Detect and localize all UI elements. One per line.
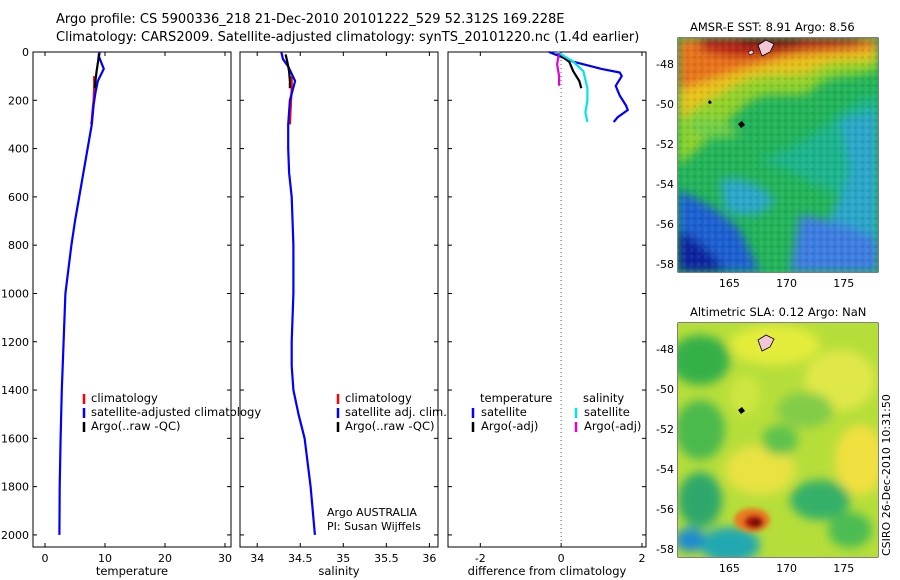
series-line — [280, 51, 316, 535]
x-tick-label: 2 — [638, 552, 645, 565]
legend-column-header: salinity — [583, 391, 624, 405]
map-y-tick-label: -56 — [656, 218, 674, 231]
x-axis-label: salinity — [318, 564, 359, 578]
map-x-tick-label: 175 — [833, 562, 854, 575]
x-tick-label: 0 — [42, 552, 49, 565]
legend-label: Argo(..raw -QC) — [345, 419, 435, 433]
y-tick-label: 600 — [8, 191, 29, 204]
y-tick-label: 1000 — [1, 287, 29, 300]
x-tick-label: 0 — [558, 552, 565, 565]
legend-label: Argo(-adj) — [584, 419, 641, 433]
x-tick-label: 10 — [98, 552, 112, 565]
map-y-tick-label: -52 — [656, 138, 674, 151]
y-tick-label: 800 — [8, 239, 29, 252]
map-x-tick-label: 175 — [833, 277, 854, 290]
argo-program-annotation: PI: Susan Wijffels — [327, 520, 421, 533]
map-x-tick-label: 170 — [776, 277, 797, 290]
y-tick-label: 1400 — [1, 384, 29, 397]
sst-map-title: AMSR-E SST: 8.91 Argo: 8.56 — [690, 20, 855, 34]
series-line — [284, 54, 291, 89]
argo-program-annotation: Argo AUSTRALIA — [327, 506, 417, 519]
map-x-tick-label: 165 — [719, 277, 740, 290]
x-tick-label: 35 — [336, 552, 350, 565]
map-y-tick-label: -54 — [656, 178, 674, 191]
legend-label: climatology — [345, 391, 412, 405]
x-tick-label: -2 — [475, 552, 486, 565]
x-tick-label: 34.5 — [288, 552, 313, 565]
legend-label: Argo(-adj) — [481, 419, 538, 433]
x-tick-label: 30 — [218, 552, 232, 565]
series-line — [556, 52, 583, 89]
series-line — [548, 50, 629, 123]
series-line — [58, 51, 105, 535]
y-tick-label: 0 — [22, 46, 29, 59]
csiro-timestamp: CSIRO 26-Dec-2010 10:31:50 — [880, 394, 893, 556]
map-y-tick-label: -58 — [656, 543, 674, 556]
series-line — [93, 53, 101, 89]
legend-label: Argo(..raw -QC) — [91, 419, 181, 433]
sla-map-title: Altimetric SLA: 0.12 Argo: NaN — [690, 305, 867, 319]
y-tick-label: 200 — [8, 94, 29, 107]
map-y-tick-label: -54 — [656, 463, 674, 476]
plot-frame-1 — [32, 51, 232, 548]
legend-label: satellite-adjusted climatology — [91, 405, 261, 419]
map-y-tick-label: -50 — [656, 98, 674, 111]
x-axis-label: temperature — [96, 564, 168, 578]
y-tick-label: 1800 — [1, 481, 29, 494]
plot-frame-2 — [239, 51, 439, 548]
legend-label: satellite — [584, 405, 630, 419]
plot-frame-3 — [447, 51, 647, 548]
x-tick-label: 35.5 — [374, 552, 399, 565]
map-y-tick-label: -48 — [656, 343, 674, 356]
title-line-2: Climatology: CARS2009. Satellite-adjuste… — [56, 30, 640, 45]
y-tick-label: 1200 — [1, 336, 29, 349]
map-y-tick-label: -50 — [656, 383, 674, 396]
map-y-tick-label: -48 — [656, 58, 674, 71]
series-line — [556, 53, 561, 86]
series-line — [556, 51, 589, 123]
argo-position-marker — [772, 429, 784, 441]
x-axis-label: difference from climatology — [468, 564, 627, 578]
legend-label: satellite — [481, 405, 527, 419]
legend-label: satellite adj. clim. — [345, 405, 447, 419]
map-y-tick-label: -56 — [656, 503, 674, 516]
x-tick-label: 20 — [158, 552, 172, 565]
y-tick-label: 2000 — [1, 529, 29, 542]
x-tick-label: 34 — [250, 552, 264, 565]
x-tick-label: 36 — [422, 552, 436, 565]
y-tick-label: 400 — [8, 143, 29, 156]
title-line-1: Argo profile: CS 5900336_218 21-Dec-2010… — [56, 12, 565, 27]
argo-position-marker — [772, 144, 784, 156]
map-y-tick-label: -58 — [656, 258, 674, 271]
legend-label: climatology — [91, 391, 158, 405]
y-tick-label: 1600 — [1, 432, 29, 445]
map-x-tick-label: 170 — [776, 562, 797, 575]
map-y-tick-label: -52 — [656, 423, 674, 436]
map-x-tick-label: 165 — [719, 562, 740, 575]
legend-column-header: temperature — [480, 391, 552, 405]
